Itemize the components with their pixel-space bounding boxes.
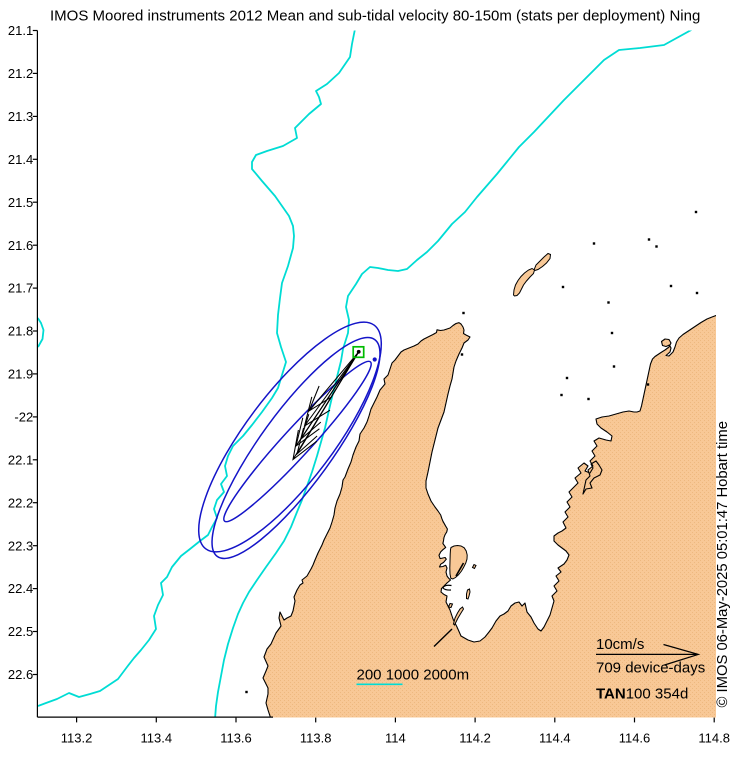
- svg-text:22.1: 22.1: [8, 452, 33, 467]
- svg-text:114: 114: [385, 731, 406, 746]
- svg-text:113.2: 113.2: [61, 731, 93, 746]
- svg-text:22.2: 22.2: [8, 495, 33, 510]
- svg-text:© IMOS 06-May-2025 05:01:47 Ho: © IMOS 06-May-2025 05:01:47 Hobart time: [715, 421, 731, 707]
- svg-text:IMOS Moored instruments 2012 M: IMOS Moored instruments 2012 Mean and su…: [50, 8, 700, 25]
- svg-text:21.2: 21.2: [8, 66, 33, 81]
- svg-text:-22: -22: [14, 410, 33, 425]
- svg-text:113.6: 113.6: [220, 731, 252, 746]
- svg-text:22.3: 22.3: [8, 538, 33, 553]
- svg-text:21.5: 21.5: [8, 195, 33, 210]
- svg-text:22.5: 22.5: [8, 624, 33, 639]
- svg-text:200 1000 2000m: 200 1000 2000m: [357, 667, 470, 684]
- svg-text:22.6: 22.6: [8, 667, 33, 682]
- svg-text:10cm/s: 10cm/s: [596, 636, 644, 653]
- svg-text:21.6: 21.6: [8, 238, 33, 253]
- svg-text:114.2: 114.2: [459, 731, 491, 746]
- svg-text:21.1: 21.1: [8, 23, 33, 38]
- svg-text:TAN100 354d: TAN100 354d: [596, 685, 688, 702]
- svg-text:113.4: 113.4: [141, 731, 173, 746]
- svg-text:22.4: 22.4: [8, 581, 33, 596]
- svg-text:114.4: 114.4: [539, 731, 571, 746]
- svg-text:21.4: 21.4: [8, 152, 33, 167]
- svg-text:114.8: 114.8: [698, 731, 730, 746]
- svg-text:21.8: 21.8: [8, 324, 33, 339]
- svg-text:113.8: 113.8: [300, 731, 332, 746]
- svg-text:21.9: 21.9: [8, 367, 33, 382]
- svg-text:709 device-days: 709 device-days: [596, 660, 705, 677]
- svg-text:21.3: 21.3: [8, 109, 33, 124]
- svg-text:21.7: 21.7: [8, 281, 33, 296]
- svg-text:114.6: 114.6: [619, 731, 651, 746]
